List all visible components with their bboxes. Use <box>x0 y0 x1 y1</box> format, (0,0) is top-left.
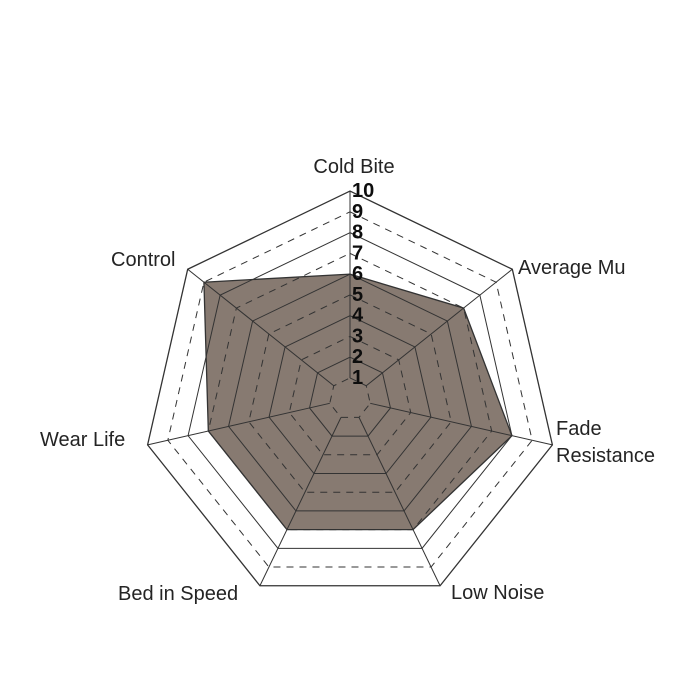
svg-text:9: 9 <box>352 201 363 223</box>
svg-text:Resistance: Resistance <box>556 445 655 467</box>
svg-text:5: 5 <box>352 284 363 306</box>
svg-text:7: 7 <box>352 242 363 264</box>
svg-text:Cold Bite: Cold Bite <box>313 156 394 178</box>
svg-text:2: 2 <box>352 346 363 368</box>
svg-text:Control: Control <box>111 249 175 271</box>
svg-text:8: 8 <box>352 222 363 244</box>
svg-text:Fade: Fade <box>556 418 602 440</box>
svg-text:6: 6 <box>352 263 363 285</box>
svg-text:Bed in Speed: Bed in Speed <box>118 583 238 605</box>
svg-text:Low Noise: Low Noise <box>451 582 544 604</box>
svg-text:4: 4 <box>352 305 364 327</box>
svg-text:Average Mu: Average Mu <box>518 257 625 279</box>
svg-text:Wear Life: Wear Life <box>40 429 125 451</box>
svg-text:1: 1 <box>352 367 363 389</box>
svg-text:10: 10 <box>352 180 374 202</box>
svg-text:3: 3 <box>352 325 363 347</box>
